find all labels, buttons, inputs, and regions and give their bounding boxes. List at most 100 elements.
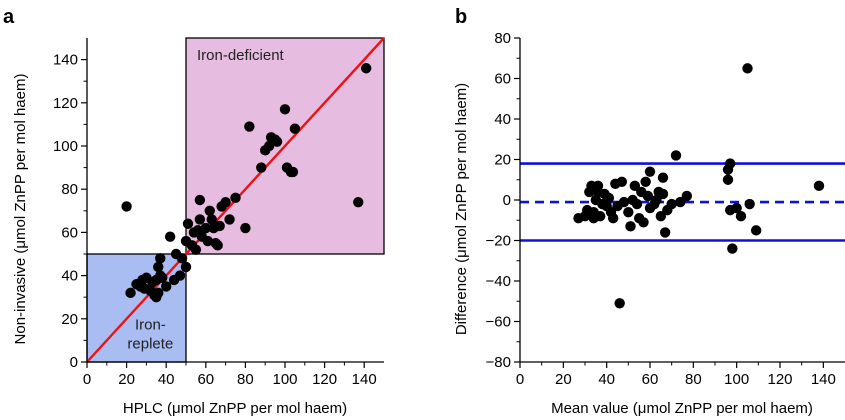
panel-b-data-point (659, 227, 671, 238)
panel-a-data-point (244, 121, 255, 132)
panel-b-data-point (681, 190, 693, 202)
panel-b-data-point (731, 202, 742, 214)
panel-a-x-tick-label: 20 (118, 371, 135, 388)
panel-a-data-point (204, 205, 215, 216)
panel-b-data-point (603, 192, 615, 204)
panel-a-data-point (161, 281, 172, 292)
panel-a-y-tick-label: 120 (53, 95, 78, 112)
panel-b-data-point (657, 188, 669, 200)
panel-a-data-point (206, 214, 217, 225)
panel-a-y-ticks: 0 20 40 60 80 100 120 140 (53, 52, 87, 371)
panel-b-y-tick-label: 60 (494, 71, 511, 88)
panel-b-x-tick-label: 40 (598, 371, 615, 388)
panel-a-data-point (287, 166, 299, 178)
panel-a-data-point (182, 218, 194, 229)
panel-a-data-point (279, 104, 291, 115)
panel-b-data-point (750, 225, 762, 236)
panel-b-x-tick-label: 140 (811, 371, 836, 388)
panel-b-data-point (657, 172, 669, 183)
panel-b-data-point (666, 198, 677, 210)
panel-a-y-tick-label: 0 (70, 354, 78, 371)
panel-b-data-point (651, 194, 662, 206)
panel-b-y-tick-label: 0 (503, 192, 511, 209)
iron-deficient-label: Iron-deficient (197, 47, 285, 64)
panel-b-data-point (675, 196, 686, 208)
panel-b-x-ticks: 0 20 40 60 80 100 120 140 (516, 362, 836, 388)
panel-b-data-point (742, 63, 753, 74)
panel-b-y-axis-label: Difference (μmol ZnPP per mol haem) (453, 83, 470, 335)
panel-a-x-ticks: 0 20 40 60 80 100 120 140 (83, 362, 377, 388)
panel-b-y-tick-label: −20 (486, 233, 511, 250)
panel-a-data-point (174, 270, 186, 281)
panel-b-data-point (625, 221, 636, 232)
panel-a-data-point (121, 201, 132, 212)
panel-a-data-point (289, 123, 301, 134)
panel-b-letter: b (455, 6, 467, 28)
panel-a-data-point (194, 194, 206, 206)
panel-a-data-point (153, 287, 164, 299)
panel-b-data-point (607, 213, 619, 224)
panel-b-points (573, 63, 825, 309)
panel-a-y-tick-label: 80 (61, 181, 78, 198)
panel-a-x-axis-label: HPLC (μmol ZnPP per mol haem) (123, 400, 347, 417)
panel-a-axes (86, 38, 384, 363)
iron-replete-label-line: replete (127, 336, 173, 353)
panel-b-y-tick-label: 80 (494, 30, 511, 47)
panel-b-data-point (614, 298, 625, 309)
panel-a-data-point (271, 136, 283, 147)
panel-b-y-ticks: −80 −60 −40 −20 0 20 40 60 80 (486, 30, 520, 371)
panel-a-points (121, 63, 372, 303)
panel-a-x-tick-label: 40 (158, 371, 175, 388)
panel-b-data-point (724, 158, 736, 169)
panel-a-y-tick-label: 140 (53, 52, 78, 69)
iron-replete-label: Iron-replete (127, 317, 173, 353)
panel-b-x-tick-label: 0 (516, 371, 524, 388)
panel-b-data-point (642, 190, 654, 202)
panel-a-data-point (353, 196, 364, 208)
panel-b-data-point (727, 243, 738, 254)
panel-b-data-point (629, 180, 641, 192)
panel-a-y-tick-label: 20 (61, 311, 78, 328)
panel-a-data-point (360, 63, 372, 74)
panel-a-data-point (230, 192, 241, 204)
panel-a-data-point (214, 220, 225, 232)
panel-a-data-point (176, 253, 188, 264)
panel-b-y-tick-label: −40 (486, 273, 511, 290)
panel-a-data-point (180, 261, 192, 273)
panel-b-data-point (623, 206, 634, 218)
panel-b-data-point (616, 176, 628, 187)
panel-b-reference-lines (520, 162, 845, 242)
panel-a-x-tick-label: 0 (83, 371, 91, 388)
panel-b-data-point (744, 198, 755, 210)
panel-a-data-point (194, 214, 206, 225)
panel-a-letter: a (3, 6, 15, 28)
panel-b-x-tick-label: 120 (767, 371, 792, 388)
panel-b-y-tick-label: 40 (494, 111, 511, 128)
panel-a-data-point (220, 196, 231, 208)
panel-b-x-tick-label: 20 (555, 371, 572, 388)
panel-b-data-point (638, 217, 649, 228)
panel-a-x-tick-label: 140 (352, 371, 377, 388)
panel-b-chart: b 0 20 40 60 80 100 120 140 −80 −60 −40 −20 0 20 40 60… (453, 6, 845, 417)
panel-b-data-point (594, 211, 606, 222)
panel-a-data-point (157, 272, 168, 283)
panel-a-data-point (153, 261, 164, 273)
panel-a-data-point (200, 222, 211, 234)
panel-b-data-point (722, 174, 734, 185)
panel-a-x-tick-label: 60 (197, 371, 214, 388)
panel-a-data-point (212, 240, 223, 251)
panel-a-x-tick-label: 80 (237, 371, 254, 388)
panel-b-data-point (631, 198, 643, 210)
panel-a-data-point (256, 162, 267, 173)
panel-b-data-point (655, 211, 667, 222)
panel-a-data-point (202, 235, 213, 247)
panel-b-data-point (618, 196, 630, 208)
panel-b-data-point (644, 166, 656, 177)
panel-a-data-point (190, 244, 202, 255)
panel-a-data-point (224, 214, 235, 225)
panel-a-x-tick-label: 100 (272, 371, 297, 388)
panel-a-y-tick-label: 40 (61, 268, 78, 285)
panel-a-data-point (155, 253, 166, 264)
panel-a-y-tick-label: 100 (53, 138, 78, 155)
